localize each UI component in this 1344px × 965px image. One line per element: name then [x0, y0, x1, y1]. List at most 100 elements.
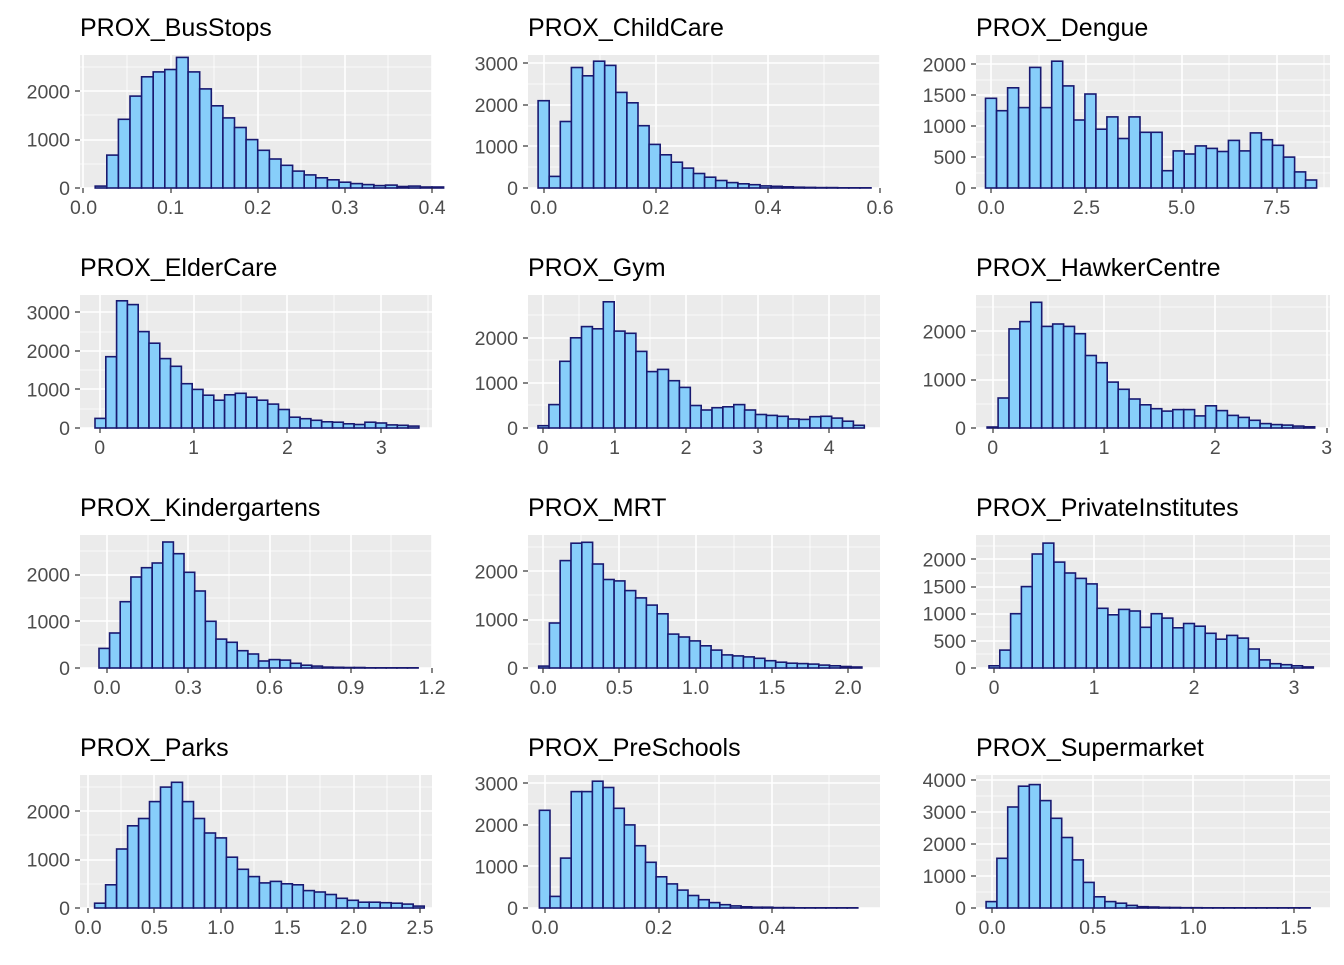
- x-tick-label: 0: [538, 437, 549, 459]
- histogram-bar: [649, 144, 660, 188]
- histogram-bar: [138, 332, 149, 428]
- y-tick-label: 2000: [475, 328, 519, 350]
- histogram-bar: [358, 902, 369, 908]
- histogram-bar: [1248, 649, 1259, 668]
- histogram-bar: [293, 171, 305, 188]
- facet-title: PROX_BusStops: [80, 14, 272, 42]
- x-tick-label: 0.5: [141, 917, 168, 939]
- x-tick-label: 2: [1210, 437, 1221, 459]
- histogram-bar: [1129, 117, 1140, 188]
- histogram-bar: [1217, 411, 1228, 428]
- histogram-bar: [1238, 417, 1249, 428]
- y-tick-label: 1000: [27, 130, 71, 152]
- histogram-bar: [203, 395, 214, 428]
- x-tick-label: 0.0: [530, 197, 557, 219]
- histogram-bar: [127, 305, 138, 428]
- histogram-bar: [1238, 638, 1249, 668]
- x-tick-label: 0.3: [331, 197, 358, 219]
- facet-title: PROX_Parks: [80, 734, 229, 762]
- histogram-bar: [549, 405, 560, 428]
- histogram-bar: [322, 667, 333, 668]
- y-tick-label: 2000: [27, 801, 71, 823]
- histogram-bar: [712, 408, 723, 428]
- y-tick-label: 0: [955, 178, 966, 200]
- x-tick-label: 0.5: [606, 677, 633, 699]
- y-tick-label: 1000: [475, 373, 519, 395]
- histogram-bar: [749, 185, 760, 188]
- histogram-bar: [832, 418, 843, 428]
- x-tick-label: 0: [989, 677, 1000, 699]
- x-tick-label: 0.4: [754, 197, 781, 219]
- histogram-bar: [614, 808, 625, 908]
- histogram-bar: [1105, 902, 1116, 908]
- histogram-bar: [1054, 562, 1065, 668]
- histogram-bar: [561, 858, 572, 908]
- histogram-bar: [1195, 416, 1206, 428]
- y-tick-label: 2000: [923, 321, 967, 343]
- histogram-bar: [163, 542, 174, 668]
- histogram-bar: [669, 381, 680, 428]
- histogram-bar: [538, 426, 549, 428]
- histogram-bar: [1216, 639, 1227, 668]
- histogram-bar: [571, 68, 582, 189]
- histogram-bar: [149, 343, 160, 428]
- histogram-bar: [301, 665, 312, 668]
- histogram-bar: [762, 907, 773, 908]
- histogram-bar: [1076, 578, 1087, 668]
- histogram-bar: [539, 810, 550, 908]
- histogram-bar: [1140, 627, 1151, 668]
- y-tick-label: 0: [59, 418, 70, 440]
- histogram-bar: [235, 393, 246, 428]
- histogram-bar: [997, 858, 1008, 908]
- x-tick-label: 2: [1189, 677, 1200, 699]
- histogram-bar: [571, 543, 582, 668]
- histogram-bar: [851, 667, 862, 668]
- x-tick-label: 1.5: [1280, 917, 1307, 939]
- histogram-bar: [1217, 152, 1228, 189]
- histogram-bar: [374, 186, 386, 188]
- y-tick-label: 0: [955, 418, 966, 440]
- histogram-bar: [700, 646, 711, 668]
- histogram-bar: [538, 101, 549, 188]
- histogram-bar: [128, 826, 139, 908]
- histogram-bar: [226, 857, 237, 908]
- histogram-bar: [269, 159, 281, 188]
- histogram-bar: [1116, 903, 1127, 908]
- histogram-bar: [1284, 157, 1295, 188]
- histogram-bar: [840, 667, 851, 669]
- histogram-bar: [743, 657, 754, 668]
- y-tick-label: 1000: [923, 866, 967, 888]
- histogram-bar: [142, 568, 153, 668]
- histogram-bar: [95, 418, 106, 428]
- histogram-bar: [292, 885, 303, 908]
- y-tick-label: 3000: [923, 802, 967, 824]
- histogram-bar: [690, 641, 701, 668]
- histogram-bar: [1303, 667, 1314, 668]
- y-tick-label: 2000: [27, 341, 71, 363]
- histogram-bar: [788, 419, 799, 428]
- histogram-bar: [215, 838, 226, 908]
- histogram-bar: [1074, 120, 1085, 188]
- histogram-bar: [1042, 326, 1053, 428]
- histogram-bar: [1020, 322, 1031, 428]
- histogram-bar: [200, 89, 212, 188]
- histogram-bar: [1151, 409, 1162, 428]
- histogram-bar: [1228, 140, 1239, 188]
- histogram-bar: [1008, 807, 1019, 908]
- histogram-bar: [269, 660, 280, 668]
- histogram-bar: [1173, 410, 1184, 428]
- histogram-bar: [614, 331, 625, 428]
- histogram-bar: [300, 419, 311, 428]
- histogram-bar: [118, 119, 130, 188]
- facet-title: PROX_ChildCare: [528, 14, 724, 42]
- histogram-bar: [107, 155, 119, 188]
- histogram-bar: [365, 422, 376, 428]
- histogram-bar: [1107, 382, 1118, 428]
- histogram-bar: [173, 554, 184, 668]
- x-tick-label: 0.0: [74, 917, 101, 939]
